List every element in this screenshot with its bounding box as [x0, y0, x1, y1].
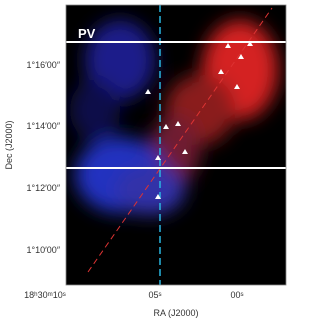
x-tick-label: 05ˢ: [148, 290, 161, 300]
y-tick-label: 1°14′00″: [27, 121, 61, 131]
y-tick-label: 1°10′00″: [27, 245, 61, 255]
emission-map: [66, 5, 286, 285]
y-axis-title: Dec (J2000): [4, 120, 14, 169]
plot-frame: [65, 4, 287, 286]
figure: PV 1°16′00″ 1°14′00″ 1°12′00″ 1°10′00″ 1…: [4, 4, 287, 318]
x-tick-label: 00ˢ: [230, 290, 243, 300]
panel-label: PV: [78, 26, 96, 41]
y-tick-label: 1°16′00″: [27, 60, 61, 70]
y-tick-label: 1°12′00″: [27, 183, 61, 193]
pv-cut-line: [87, 7, 273, 273]
source-markers: [145, 41, 253, 199]
x-tick-label: 18ʰ30ᵐ10ˢ: [24, 290, 66, 300]
x-axis-title: RA (J2000): [153, 308, 198, 318]
